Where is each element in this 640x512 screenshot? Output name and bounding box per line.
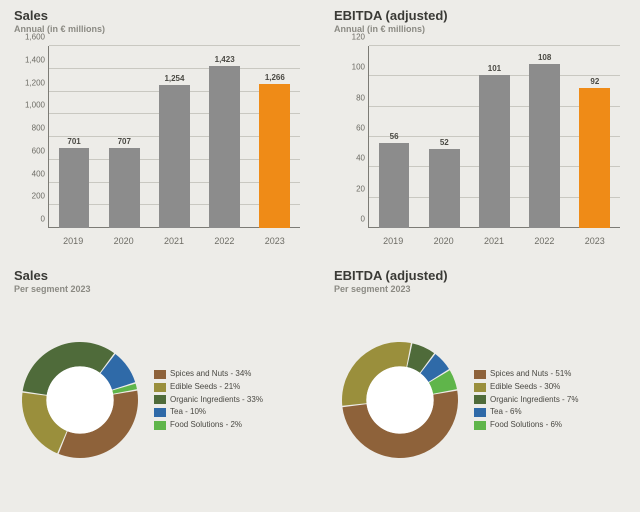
ebitda-bar-chart: 0204060801001205652101108922019202020212… <box>334 42 626 252</box>
bar-value-label: 52 <box>440 138 449 147</box>
legend: Spices and Nuts - 34%Edible Seeds - 21%O… <box>154 368 263 432</box>
x-tick-label: 2022 <box>202 232 247 252</box>
x-tick-label: 2021 <box>151 232 196 252</box>
sales-bar-panel: Sales Annual (in € millions) 0 200 400 600 8… <box>0 0 320 260</box>
donut-chart <box>14 334 146 466</box>
x-tick-label: 2021 <box>471 232 516 252</box>
legend-swatch <box>154 370 166 379</box>
bar <box>59 148 90 228</box>
legend-item: Tea - 6% <box>474 406 579 419</box>
sales-donut-chart: Spices and Nuts - 34%Edible Seeds - 21%O… <box>14 300 306 500</box>
x-tick-label: 2020 <box>101 232 146 252</box>
legend-label: Tea - 10% <box>170 406 206 419</box>
ebitda-bar-panel: EBITDA (adjusted) Annual (in € millions)… <box>320 0 640 260</box>
legend: Spices and Nuts - 51%Edible Seeds - 30%O… <box>474 368 579 432</box>
ebitda-donut-title: EBITDA (adjusted) <box>334 268 626 283</box>
legend-swatch <box>474 421 486 430</box>
donut-chart <box>334 334 466 466</box>
legend-swatch <box>154 421 166 430</box>
bar <box>159 85 190 228</box>
bar <box>479 75 510 228</box>
legend-swatch <box>474 408 486 417</box>
y-tick-label: 0 <box>361 215 369 224</box>
legend-label: Edible Seeds - 21% <box>170 381 240 394</box>
legend-label: Tea - 6% <box>490 406 522 419</box>
legend-swatch <box>154 408 166 417</box>
y-tick-label: 80 <box>356 93 369 102</box>
y-tick-label: 1,400 <box>25 55 49 64</box>
bar-value-label: 101 <box>488 64 501 73</box>
bar-value-label: 1,266 <box>265 73 285 82</box>
y-tick-label: 1,000 <box>25 101 49 110</box>
legend-item: Spices and Nuts - 34% <box>154 368 263 381</box>
x-tick-label: 2022 <box>522 232 567 252</box>
legend-swatch <box>154 395 166 404</box>
legend-item: Spices and Nuts - 51% <box>474 368 579 381</box>
legend-item: Organic Ingredients - 7% <box>474 394 579 407</box>
sales-donut-panel: Sales Per segment 2023 Spices and Nuts -… <box>0 260 320 512</box>
legend-swatch <box>154 383 166 392</box>
legend-item: Tea - 10% <box>154 406 263 419</box>
y-tick-label: 40 <box>356 154 369 163</box>
y-tick-label: 200 <box>32 192 49 201</box>
y-tick-label: 800 <box>32 124 49 133</box>
legend-label: Spices and Nuts - 51% <box>490 368 571 381</box>
y-tick-label: 600 <box>32 146 49 155</box>
y-tick-label: 60 <box>356 124 369 133</box>
bar-value-label: 1,423 <box>215 55 235 64</box>
x-tick-label: 2020 <box>421 232 466 252</box>
sales-bar-subtitle: Annual (in € millions) <box>14 24 306 34</box>
y-tick-label: 1,200 <box>25 78 49 87</box>
legend-label: Spices and Nuts - 34% <box>170 368 251 381</box>
bar <box>109 148 140 228</box>
x-tick-label: 2019 <box>371 232 416 252</box>
legend-item: Edible Seeds - 21% <box>154 381 263 394</box>
y-tick-label: 20 <box>356 184 369 193</box>
bar <box>529 64 560 228</box>
legend-label: Food Solutions - 6% <box>490 419 562 432</box>
legend-label: Food Solutions - 2% <box>170 419 242 432</box>
bar-value-label: 56 <box>390 132 399 141</box>
x-tick-label: 2023 <box>572 232 617 252</box>
sales-donut-subtitle: Per segment 2023 <box>14 284 306 294</box>
legend-item: Edible Seeds - 30% <box>474 381 579 394</box>
ebitda-donut-panel: EBITDA (adjusted) Per segment 2023 Spice… <box>320 260 640 512</box>
bar <box>379 143 410 228</box>
x-tick-label: 2019 <box>51 232 96 252</box>
y-tick-label: 100 <box>352 63 369 72</box>
y-tick-label: 120 <box>352 33 369 42</box>
bar <box>259 84 290 228</box>
sales-bar-title: Sales <box>14 8 306 23</box>
legend-item: Food Solutions - 6% <box>474 419 579 432</box>
legend-label: Edible Seeds - 30% <box>490 381 560 394</box>
ebitda-bar-title: EBITDA (adjusted) <box>334 8 626 23</box>
ebitda-donut-subtitle: Per segment 2023 <box>334 284 626 294</box>
y-tick-label: 400 <box>32 169 49 178</box>
bar <box>209 66 240 228</box>
x-tick-label: 2023 <box>252 232 297 252</box>
legend-swatch <box>474 370 486 379</box>
bar-value-label: 92 <box>590 77 599 86</box>
legend-label: Organic Ingredients - 33% <box>170 394 263 407</box>
y-tick-label: 1,600 <box>25 33 49 42</box>
legend-swatch <box>474 383 486 392</box>
y-tick-label: 0 <box>41 215 49 224</box>
ebitda-bar-subtitle: Annual (in € millions) <box>334 24 626 34</box>
legend-item: Food Solutions - 2% <box>154 419 263 432</box>
legend-swatch <box>474 395 486 404</box>
bar-value-label: 1,254 <box>164 74 184 83</box>
legend-item: Organic Ingredients - 33% <box>154 394 263 407</box>
ebitda-donut-chart: Spices and Nuts - 51%Edible Seeds - 30%O… <box>334 300 626 500</box>
sales-bar-chart: 02004006008001,0001,2001,4001,6007017071… <box>14 42 306 252</box>
bar <box>429 149 460 228</box>
bar <box>579 88 610 228</box>
bar-value-label: 108 <box>538 53 551 62</box>
bar-value-label: 701 <box>67 137 80 146</box>
legend-label: Organic Ingredients - 7% <box>490 394 579 407</box>
sales-donut-title: Sales <box>14 268 306 283</box>
bar-value-label: 707 <box>118 137 131 146</box>
